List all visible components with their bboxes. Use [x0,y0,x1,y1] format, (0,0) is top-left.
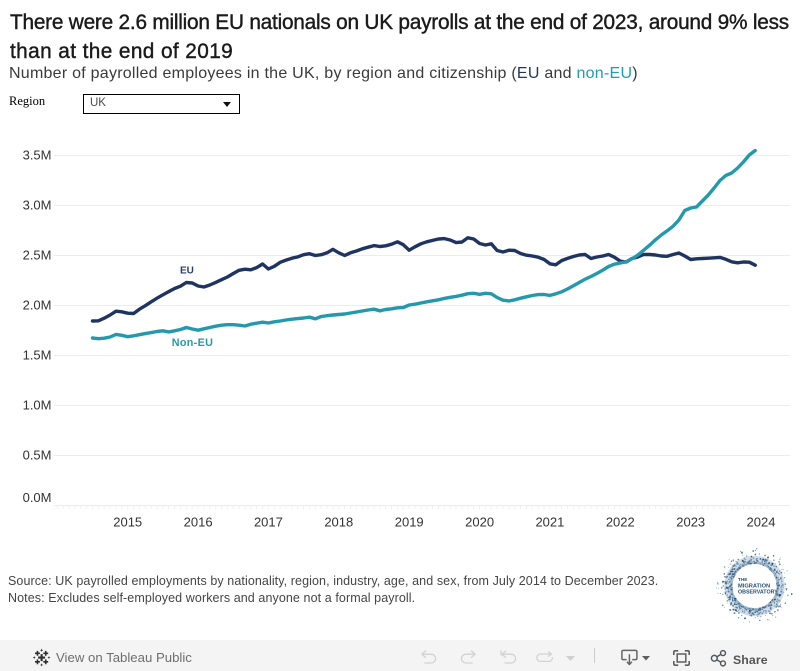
svg-text:THE: THE [738,577,747,582]
svg-text:2022: 2022 [606,515,635,530]
svg-text:2016: 2016 [184,515,213,530]
svg-text:EU: EU [180,266,194,277]
svg-text:MIGRATION: MIGRATION [738,583,770,589]
svg-text:2019: 2019 [395,515,424,530]
svg-text:2020: 2020 [465,515,494,530]
svg-text:2.5M: 2.5M [23,248,52,263]
svg-text:2017: 2017 [254,515,283,530]
svg-text:1.5M: 1.5M [23,348,52,363]
svg-text:0.5M: 0.5M [23,448,52,463]
svg-text:2023: 2023 [676,515,705,530]
svg-text:2018: 2018 [324,515,353,530]
svg-text:Non-EU: Non-EU [172,337,213,349]
svg-text:2015: 2015 [113,515,142,530]
svg-text:OBSERVATORY: OBSERVATORY [738,589,778,595]
svg-text:2.0M: 2.0M [23,298,52,313]
svg-text:2021: 2021 [535,515,564,530]
svg-text:1.0M: 1.0M [23,398,52,413]
svg-text:3.0M: 3.0M [23,198,52,213]
svg-text:0.0M: 0.0M [23,490,52,505]
svg-text:3.5M: 3.5M [23,148,52,163]
svg-text:2024: 2024 [747,515,776,530]
